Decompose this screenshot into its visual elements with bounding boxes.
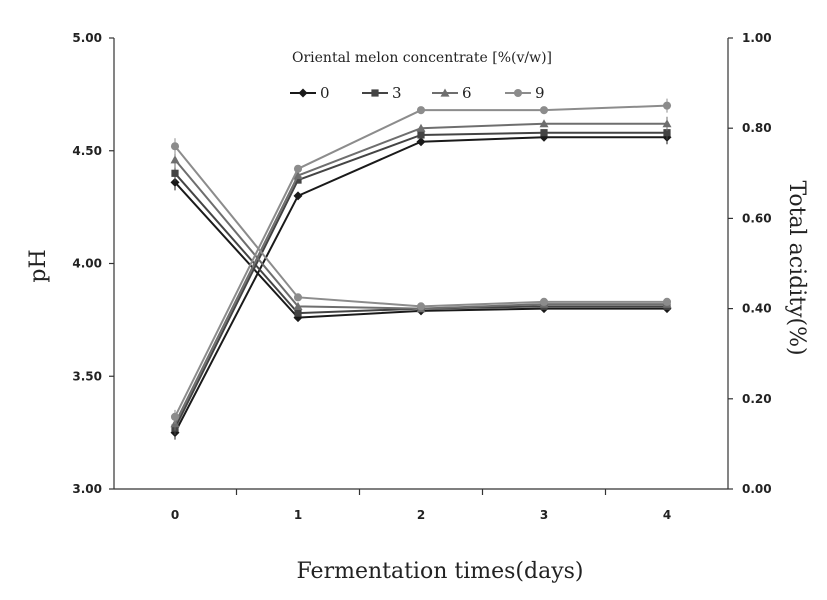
y-right-tick-label: 0.00 <box>742 482 772 496</box>
legend: Oriental melon concentrate [%(v/w)] 0 3 6 9 <box>290 50 552 102</box>
acidity-point <box>293 164 303 173</box>
series-9 <box>170 98 672 424</box>
ph-point <box>170 177 180 187</box>
y-left-tick-label: 3.50 <box>72 369 102 383</box>
legend-label: 0 <box>320 84 330 102</box>
y-left-tick-label: 4.00 <box>72 257 102 271</box>
legend-item-3: 3 <box>362 84 402 102</box>
ph-point <box>293 301 303 310</box>
acidity-point <box>417 131 425 139</box>
y-left-tick-label: 5.00 <box>72 31 102 45</box>
x-tick-label: 1 <box>294 508 302 522</box>
ph-point <box>539 297 549 306</box>
acidity-point <box>540 129 548 137</box>
acidity-point <box>539 106 549 115</box>
legend-marker <box>298 88 308 98</box>
series-layer <box>170 98 672 440</box>
legend-label: 9 <box>535 84 545 102</box>
y-right-tick-label: 0.40 <box>742 302 772 316</box>
legend-marker <box>440 88 450 97</box>
y-axis-left-title: pH <box>26 249 51 282</box>
ph-point <box>294 309 302 317</box>
acidity-line-3 <box>174 131 667 429</box>
acidity-point <box>293 191 303 201</box>
acidity-line-9 <box>174 104 668 418</box>
acidity-point <box>416 137 426 147</box>
legend-marker <box>513 88 523 98</box>
y-left-tick-label: 4.50 <box>72 144 102 158</box>
ph-point <box>293 293 303 302</box>
acidity-point <box>170 412 180 421</box>
y-right-tick-label: 0.60 <box>742 211 772 225</box>
y-axis-right-title: Total acidity(%) <box>784 180 809 355</box>
ph-line-6 <box>174 159 667 310</box>
acidity-point <box>663 129 671 137</box>
ph-line-0 <box>174 181 667 319</box>
ph-point <box>170 155 180 164</box>
acidity-line-6 <box>174 122 667 425</box>
ph-line-9 <box>174 145 667 308</box>
legend-item-0: 0 <box>290 84 330 102</box>
ph-point <box>171 169 179 177</box>
acidity-point <box>294 176 302 184</box>
y-right-tick-label: 0.20 <box>742 392 772 406</box>
x-axis-title: Fermentation times(days) <box>296 559 583 584</box>
x-tick-label: 2 <box>417 508 425 522</box>
legend-item-6: 6 <box>432 84 472 102</box>
ph-point <box>416 302 426 311</box>
acidity-line-0 <box>174 136 667 434</box>
x-tick-label: 3 <box>540 508 548 522</box>
acidity-point <box>416 123 426 132</box>
legend-marker <box>371 89 379 97</box>
x-tick-label: 0 <box>171 508 179 522</box>
y-left-tick-label: 3.00 <box>72 482 102 496</box>
y-right-tick-label: 0.80 <box>742 121 772 135</box>
ph-point <box>662 297 672 306</box>
legend-title: Oriental melon concentrate [%(v/w)] <box>292 50 552 66</box>
acidity-point <box>539 119 549 128</box>
legend-item-9: 9 <box>505 84 545 102</box>
x-tick-label: 4 <box>663 508 671 522</box>
y-right-tick-label: 1.00 <box>742 31 772 45</box>
axes: 3.00 3.50 4.00 4.50 5.00 0.00 0.20 0.40 0.60 0.80… <box>72 31 771 522</box>
acidity-point <box>662 119 672 128</box>
acidity-point <box>662 101 672 110</box>
legend-label: 3 <box>392 84 402 102</box>
acidity-point <box>416 106 426 115</box>
legend-label: 6 <box>462 84 472 102</box>
acidity-point <box>293 171 303 180</box>
ph-point <box>170 142 180 151</box>
